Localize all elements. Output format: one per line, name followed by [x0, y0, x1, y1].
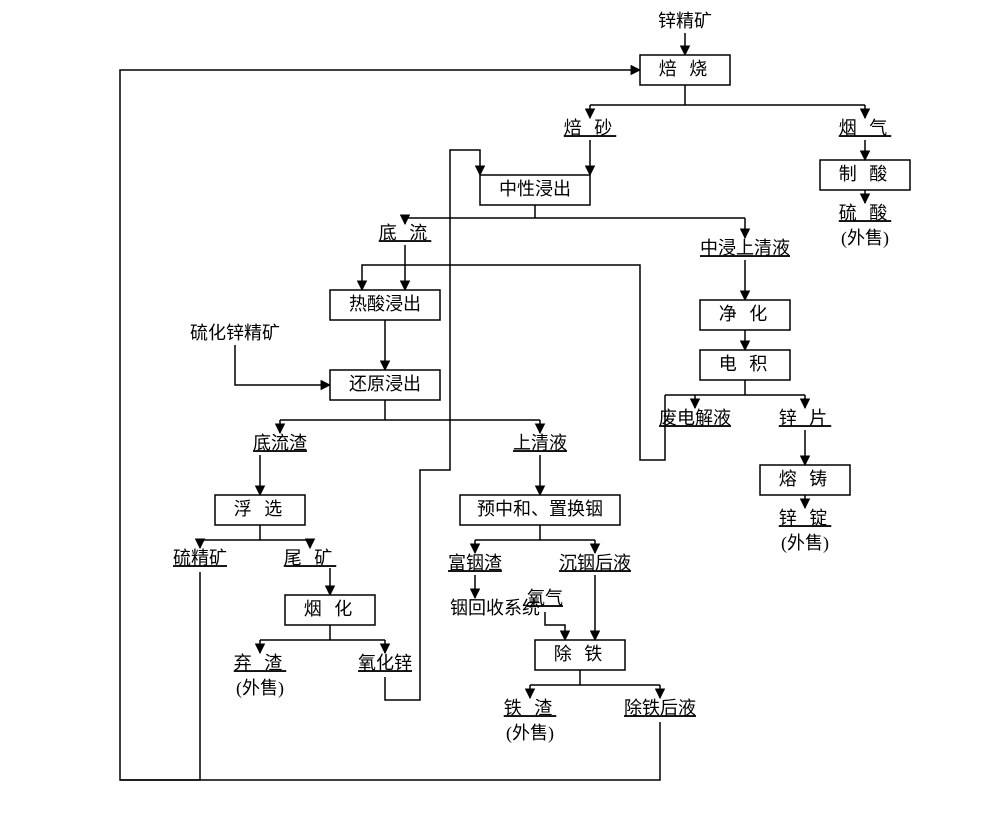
t-tiezha: 铁 渣: [504, 698, 557, 718]
box-label-rongzhu: 熔 铸: [779, 469, 832, 489]
box-label-resuan: 热酸浸出: [349, 294, 421, 314]
box-beishao: 焙 烧: [640, 55, 730, 85]
box-label-fuxuan: 浮 选: [234, 499, 287, 519]
edge-e-hy-split: [280, 400, 540, 420]
t-xinpian: 锌 片: [779, 408, 832, 428]
t-liuhuaxin: 硫化锌精矿: [190, 323, 280, 343]
box-chutie: 除 铁: [535, 640, 625, 670]
t-yanqi: 烟 气: [839, 118, 892, 138]
t-waishou3: (外售): [236, 678, 284, 699]
t-liusuan: 硫 酸: [839, 203, 892, 223]
t-shangqingye: 上清液: [513, 433, 567, 453]
edge-e-zx-split: [405, 205, 745, 218]
t-zhongjinye: 中浸上清液: [700, 238, 790, 258]
box-jinghua: 净 化: [700, 300, 790, 330]
box-label-huanyuan: 还原浸出: [349, 374, 421, 394]
t-beisha: 焙 砂: [564, 118, 617, 138]
box-yanhua: 烟 化: [285, 595, 375, 625]
t-chutiehouye: 除铁后液: [624, 698, 696, 718]
edge-e-fx-split: [200, 525, 310, 540]
box-dianji: 电 积: [700, 350, 790, 380]
t-waishou1: (外售): [841, 228, 889, 249]
t-xinding: 锌 锭: [779, 508, 832, 528]
box-label-chutie: 除 铁: [554, 644, 607, 664]
box-label-jinghua: 净 化: [719, 304, 772, 324]
edge-e-yq-ct: [545, 612, 565, 640]
box-huanyuan: 还原浸出: [330, 370, 440, 400]
flowchart-canvas: 焙 烧制 酸中性浸出净 化电 积熔 铸 热酸浸出还原浸出浮 选烟 化 预中和、置换铟…: [0, 0, 1000, 814]
t-diliu: 底 流: [379, 223, 432, 243]
box-resuan: 热酸浸出: [330, 290, 440, 320]
box-rongzhu: 熔 铸: [760, 465, 850, 495]
t-diliuzha: 底流渣: [253, 433, 307, 453]
edge-e-cth-recycle: [120, 722, 660, 780]
t-yangqi: 氧气: [527, 588, 563, 608]
edge-e-yzh-split: [475, 525, 595, 540]
edge-e-ct-split: [530, 670, 660, 685]
t-waishou2: (外售): [781, 533, 829, 554]
box-zhisuan: 制 酸: [820, 160, 910, 190]
box-label-dianji: 电 积: [719, 354, 772, 374]
t-fuyinzha: 富铟渣: [448, 553, 502, 573]
box-label-beishao: 焙 烧: [659, 59, 712, 79]
edge-e-yh-split: [260, 625, 385, 640]
t-qizha: 弃 渣: [234, 653, 287, 673]
box-label-yuzhonghe: 预中和、置换铟: [477, 499, 603, 519]
box-label-yanhua: 烟 化: [304, 599, 357, 619]
t-yanghuaxin: 氧化锌: [358, 653, 412, 673]
t-waishou4: (外售): [506, 723, 554, 744]
t-xinjingkuang: 锌精矿: [658, 11, 712, 31]
edge-e-beishao-split: [590, 85, 865, 105]
box-zhongxing: 中性浸出: [480, 175, 590, 205]
box-fuxuan: 浮 选: [215, 495, 305, 525]
edge-e-dj-split: [665, 380, 805, 395]
box-yuzhonghe: 预中和、置换铟: [460, 495, 620, 525]
t-feidianjie: 废电解液: [659, 408, 731, 428]
t-liujingkuang: 硫精矿: [173, 548, 227, 568]
box-label-zhisuan: 制 酸: [839, 164, 892, 184]
edge-e-lhx-hy: [235, 345, 330, 385]
box-label-zhongxing: 中性浸出: [499, 179, 571, 199]
t-weikuang: 尾 矿: [284, 548, 337, 568]
t-chenyin: 沉铟后液: [559, 553, 631, 573]
